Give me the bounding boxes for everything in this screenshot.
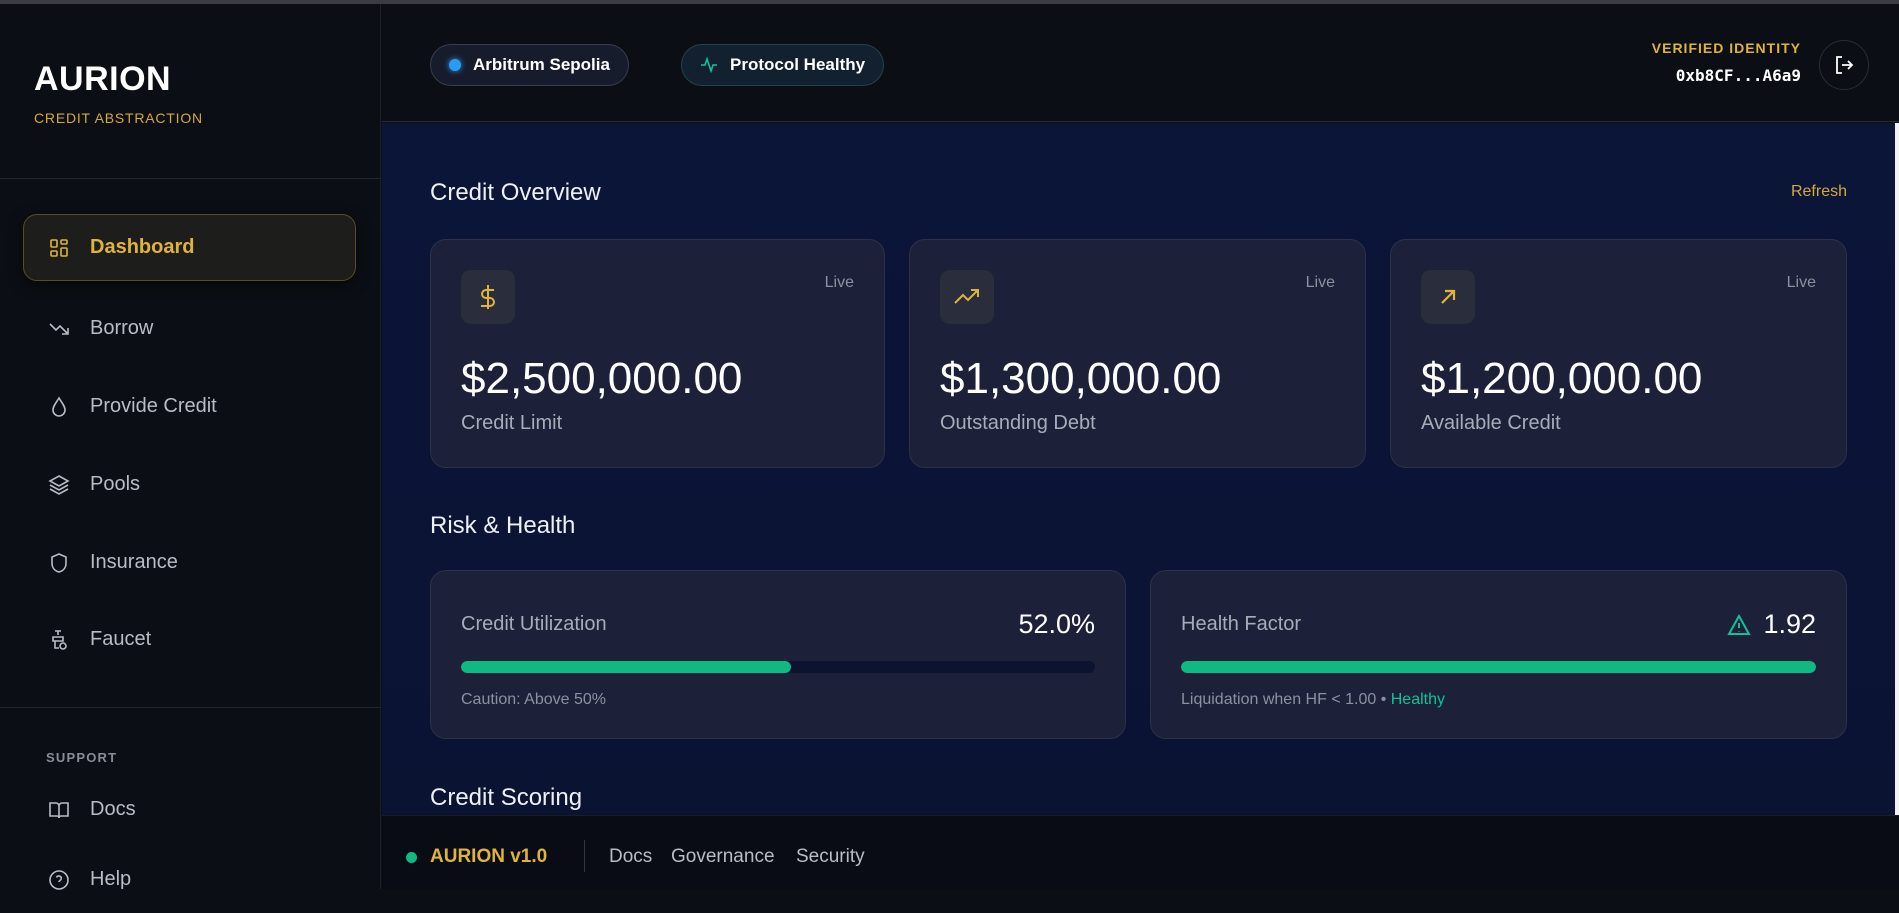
sidebar-item-label: Insurance [90,551,178,573]
health-progress-bar [1181,661,1816,673]
sidebar-item-docs[interactable]: Docs [23,776,356,843]
sidebar-item-label: Docs [90,798,136,820]
utilization-progress-fill [461,661,791,673]
sidebar-item-dashboard[interactable]: Dashboard [23,214,356,281]
credit-limit-value: $2,500,000.00 [461,354,743,403]
sidebar-item-help[interactable]: Help [23,846,356,913]
credit-scoring-title: Credit Scoring [430,784,583,811]
footer-brand: AURION v1.0 [430,846,548,867]
outstanding-debt-value: $1,300,000.00 [940,354,1222,403]
credit-utilization-value: 52.0% [1018,609,1095,639]
health-factor-display: 1.92 [1727,609,1816,640]
book-icon [48,799,70,821]
outstanding-debt-label: Outstanding Debt [940,412,1096,434]
brand-subtitle: CREDIT ABSTRACTION [34,110,203,126]
credit-limit-card: Live $2,500,000.00 Credit Limit [430,239,885,468]
sidebar-item-borrow[interactable]: Borrow [23,295,356,362]
help-circle-icon [48,869,70,891]
wallet-address: 0xb8CF...A6a9 [1675,66,1801,85]
sidebar-item-label: Borrow [90,317,154,339]
available-credit-label: Available Credit [1421,412,1561,434]
credit-utilization-card: Credit Utilization 52.0% Caution: Above … [430,570,1126,739]
available-credit-card: Live $1,200,000.00 Available Credit [1390,239,1847,468]
activity-icon [700,56,718,74]
sidebar-item-provide-credit[interactable]: Provide Credit [23,373,356,440]
live-badge: Live [1305,274,1335,291]
support-heading: SUPPORT [46,750,118,765]
logout-button[interactable] [1819,40,1869,90]
arrow-up-right-icon [1421,270,1475,324]
logout-icon [1833,54,1855,76]
verified-identity-label: VERIFIED IDENTITY [1651,40,1801,56]
window-top-border [0,0,1899,4]
risk-health-title: Risk & Health [430,512,576,539]
network-badge[interactable]: Arbitrum Sepolia [430,44,629,86]
utilization-progress-bar [461,661,1095,673]
protocol-status-text: Protocol Healthy [730,55,866,74]
health-status: Healthy [1390,691,1445,708]
available-credit-value: $1,200,000.00 [1421,354,1703,403]
footer-link-security[interactable]: Security [796,846,865,867]
credit-utilization-label: Credit Utilization [461,613,607,635]
brand-logo: AURION [34,60,172,98]
health-factor-value: 1.92 [1763,609,1816,639]
health-progress-fill [1181,661,1816,673]
liquidation-note: Liquidation when HF < 1.00 • [1181,691,1387,708]
scrollbar[interactable] [1895,123,1899,815]
sidebar-item-insurance[interactable]: Insurance [23,529,356,596]
main-content: Credit Overview Refresh Live $2,500,000.… [382,123,1895,815]
top-header: Arbitrum Sepolia Protocol Healthy VERIFI… [382,4,1899,122]
status-dot [406,852,417,863]
trending-down-icon [48,318,70,340]
trending-up-icon [940,270,994,324]
sidebar: AURION CREDIT ABSTRACTION Dashboard Borr… [0,4,381,890]
credit-limit-label: Credit Limit [461,412,563,434]
live-badge: Live [1786,274,1816,291]
credit-overview-title: Credit Overview [430,179,601,206]
health-factor-card: Health Factor 1.92 Liquidation when HF <… [1150,570,1847,739]
sidebar-item-faucet[interactable]: Faucet [23,606,356,673]
sidebar-item-label: Pools [90,473,141,495]
sidebar-divider [0,178,381,179]
network-status-dot [449,59,461,71]
health-note: Liquidation when HF < 1.00 • Healthy [1181,691,1445,709]
network-name: Arbitrum Sepolia [473,55,610,74]
warning-triangle-icon [1727,613,1752,636]
sidebar-item-pools[interactable]: Pools [23,451,356,518]
refresh-button[interactable]: Refresh [1790,183,1847,200]
footer: AURION v1.0 Docs Governance Security [382,815,1899,889]
live-badge: Live [824,274,854,291]
utilization-note: Caution: Above 50% [461,691,606,708]
dollar-icon [461,270,515,324]
footer-divider [584,840,585,872]
health-factor-label: Health Factor [1181,613,1302,635]
shield-icon [48,552,70,574]
sidebar-item-label: Help [90,868,132,890]
sidebar-item-label: Provide Credit [90,395,217,417]
droplet-icon [48,395,70,418]
sidebar-divider [0,707,381,708]
dashboard-grid-icon [48,237,70,259]
faucet-icon [48,629,70,651]
footer-link-docs[interactable]: Docs [609,846,653,867]
protocol-status-badge[interactable]: Protocol Healthy [681,44,885,86]
layers-icon [48,474,70,496]
footer-link-governance[interactable]: Governance [671,846,775,867]
outstanding-debt-card: Live $1,300,000.00 Outstanding Debt [909,239,1366,468]
sidebar-item-label: Dashboard [90,236,195,258]
sidebar-item-label: Faucet [90,628,152,650]
